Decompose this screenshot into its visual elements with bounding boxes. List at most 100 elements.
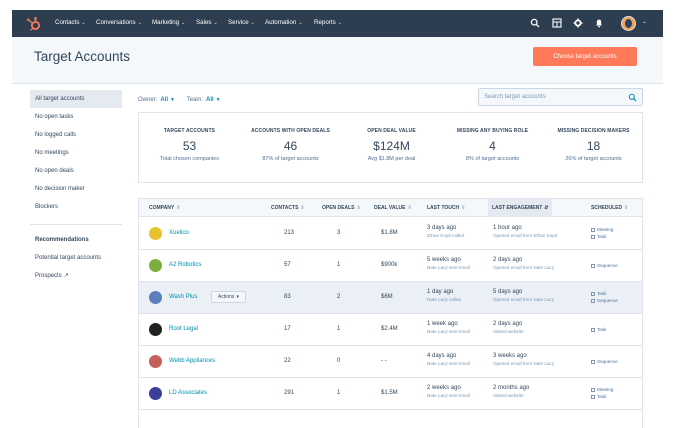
scheduled-item-label: Meeting (597, 387, 614, 392)
table-row[interactable]: Xuelico 213 3 $1.8M 3 days ago Ethan Kopit ca… (139, 218, 642, 250)
column-header-company[interactable]: COMPANY ⇳ (149, 199, 180, 217)
company-name-link[interactable]: Xuelico (169, 230, 189, 236)
open-deals-count: 0 (337, 358, 341, 364)
page-title: Target Accounts (34, 49, 131, 64)
sort-icon: ⇳ (300, 205, 305, 211)
chevron-down-icon: ⌄ (298, 20, 303, 26)
company-logo (149, 355, 162, 368)
scheduled-item-label: Task (597, 327, 607, 332)
table-row[interactable]: Webb Appliances 22 0 - - 4 days ago Nate Lacy… (139, 346, 642, 378)
scheduled-item-label: Meeting (597, 227, 614, 232)
last-touch-time: 4 days ago (427, 353, 457, 359)
search-icon[interactable] (628, 93, 637, 102)
column-header-contacts[interactable]: CONTACTS ⇳ (271, 199, 305, 217)
sidebar-item-no-open-tasks[interactable]: No open tasks (35, 114, 74, 120)
nav-contacts[interactable]: Contacts ⌄ (55, 19, 86, 26)
owner-filter[interactable]: Owner: All ▼ (138, 97, 175, 103)
sort-icon: ⇳ (356, 205, 361, 211)
sidebar-divider (30, 224, 122, 225)
chevron-down-icon[interactable]: ⌄ (642, 19, 647, 25)
scheduled-item[interactable]: Task (591, 290, 618, 297)
sidebar-item-all-target-accounts[interactable]: All target accounts (30, 90, 122, 108)
user-avatar[interactable] (621, 16, 636, 31)
scheduled-item[interactable]: Task (591, 233, 613, 240)
company-name-link[interactable]: Wash Plus (169, 294, 198, 300)
nav-reports[interactable]: Reports ⌄ (314, 19, 342, 26)
column-label: OPEN DEALS (322, 205, 355, 211)
company-logo (149, 323, 162, 336)
settings-icon[interactable] (573, 18, 583, 28)
stat-label: MISSING DECISION MAKERS (557, 128, 630, 134)
nav-marketing[interactable]: Marketing ⌄ (152, 19, 186, 26)
scheduled-item[interactable]: Sequence (591, 262, 618, 269)
sidebar-item-potential-target-accounts[interactable]: Potential target accounts (35, 255, 102, 261)
notifications-icon[interactable] (594, 18, 604, 28)
nav-sales[interactable]: Sales ⌄ (196, 19, 218, 26)
table-header: COMPANY ⇳ CONTACTS ⇳ OPEN DEALS ⇳ DEAL VALU… (139, 199, 642, 217)
company-name-link[interactable]: Root Legal (169, 326, 199, 332)
scheduled-items: Task (591, 326, 606, 333)
table-row[interactable]: Root Legal 17 1 $2.4M 1 week ago Nate Lacy se… (139, 314, 642, 346)
owner-filter-label: Owner: (138, 97, 158, 103)
actions-dropdown-button[interactable]: Actions ▾ (211, 291, 246, 303)
choose-target-accounts-button[interactable]: Choose target accounts (533, 47, 637, 66)
deal-value: $2.4M (381, 326, 398, 332)
last-engagement-detail: Visited website (493, 329, 524, 334)
team-filter[interactable]: Team: All ▼ (187, 97, 221, 103)
sequence-icon (591, 263, 595, 268)
task-icon (591, 327, 595, 332)
nav-conversations[interactable]: Conversations ⌄ (96, 19, 142, 26)
marketplace-icon[interactable] (552, 18, 562, 28)
scheduled-item-label: Task (597, 234, 607, 239)
scheduled-items: Sequence (591, 358, 618, 365)
table-row[interactable]: LD Associates 291 1 $1.5M 2 weeks ago Nate La… (139, 378, 642, 410)
sort-icon: ⇳ (624, 205, 629, 211)
open-deals-count: 1 (337, 326, 341, 332)
scheduled-item[interactable]: Task (591, 326, 606, 333)
last-engagement-detail: Opened email from Nate Lacy (493, 361, 555, 366)
scheduled-item[interactable]: Task (591, 393, 613, 400)
company-name-link[interactable]: LD Associates (169, 390, 208, 396)
table-row[interactable]: A2 Robotics 57 1 $900k 5 weeks ago Nate Lacy … (139, 250, 642, 282)
sidebar-item-label: Prospects (35, 273, 62, 279)
last-engagement-time: 2 months ago (493, 385, 530, 391)
column-header-deal-value[interactable]: DEAL VALUE ⇳ (374, 199, 412, 217)
last-touch-detail: Nate Lacy sent email (427, 329, 470, 334)
sequence-icon (591, 359, 595, 364)
table-row[interactable]: Wash Plus Actions ▾ 83 2 $6M 1 day ago Nate Lac… (139, 282, 642, 314)
stat-subtext: Total chosen companies (159, 156, 219, 162)
stat-label: OPEN DEAL VALUE (367, 128, 416, 134)
scheduled-item[interactable]: Sequence (591, 297, 618, 304)
sidebar-item-no-logged-calls[interactable]: No logged calls (35, 132, 77, 138)
sidebar-item-no-decision-maker[interactable]: No decision maker (35, 186, 85, 192)
nav-service[interactable]: Service ⌄ (228, 19, 255, 26)
chevron-down-icon: ⌄ (337, 20, 342, 26)
scheduled-item[interactable]: Meeting (591, 226, 613, 233)
search-input[interactable]: Search target accounts (478, 88, 643, 106)
column-header-last-engagement[interactable]: LAST ENGAGEMENT ⇵ (488, 199, 553, 217)
company-name-link[interactable]: A2 Robotics (169, 262, 202, 268)
sidebar-item-no-open-deals[interactable]: No open deals (35, 168, 74, 174)
sort-icon: ⇳ (407, 205, 412, 211)
scheduled-item[interactable]: Meeting (591, 386, 613, 393)
sidebar-item-no-meetings[interactable]: No meetings (35, 150, 69, 156)
company-name-link[interactable]: Webb Appliances (169, 358, 216, 364)
deal-value: $1.8M (381, 230, 398, 236)
last-engagement-time: 1 hour ago (493, 225, 522, 231)
search-icon[interactable] (530, 18, 540, 28)
chevron-down-icon: ⌄ (213, 20, 218, 26)
hubspot-logo-icon[interactable] (26, 16, 42, 32)
scheduled-items: Task Sequence (591, 290, 618, 304)
open-deals-count: 2 (337, 294, 341, 300)
column-header-last-touch[interactable]: LAST TOUCH ⇳ (427, 199, 465, 217)
nav-automation[interactable]: Automation ⌄ (265, 19, 303, 26)
last-touch: 3 days ago Ethan Kopit called (427, 225, 464, 238)
last-engagement-time: 2 days ago (493, 257, 523, 263)
sidebar-item-blockers[interactable]: Blockers (35, 204, 59, 210)
actions-label: Actions (218, 294, 235, 300)
column-header-scheduled[interactable]: SCHEDULED ⇳ (591, 199, 628, 217)
last-engagement: 2 days ago Opened email from Nate Lacy (493, 257, 554, 270)
column-header-open-deals[interactable]: OPEN DEALS ⇳ (322, 199, 361, 217)
sidebar-item-prospects[interactable]: Prospects ↗ (30, 267, 122, 285)
scheduled-item[interactable]: Sequence (591, 358, 618, 365)
